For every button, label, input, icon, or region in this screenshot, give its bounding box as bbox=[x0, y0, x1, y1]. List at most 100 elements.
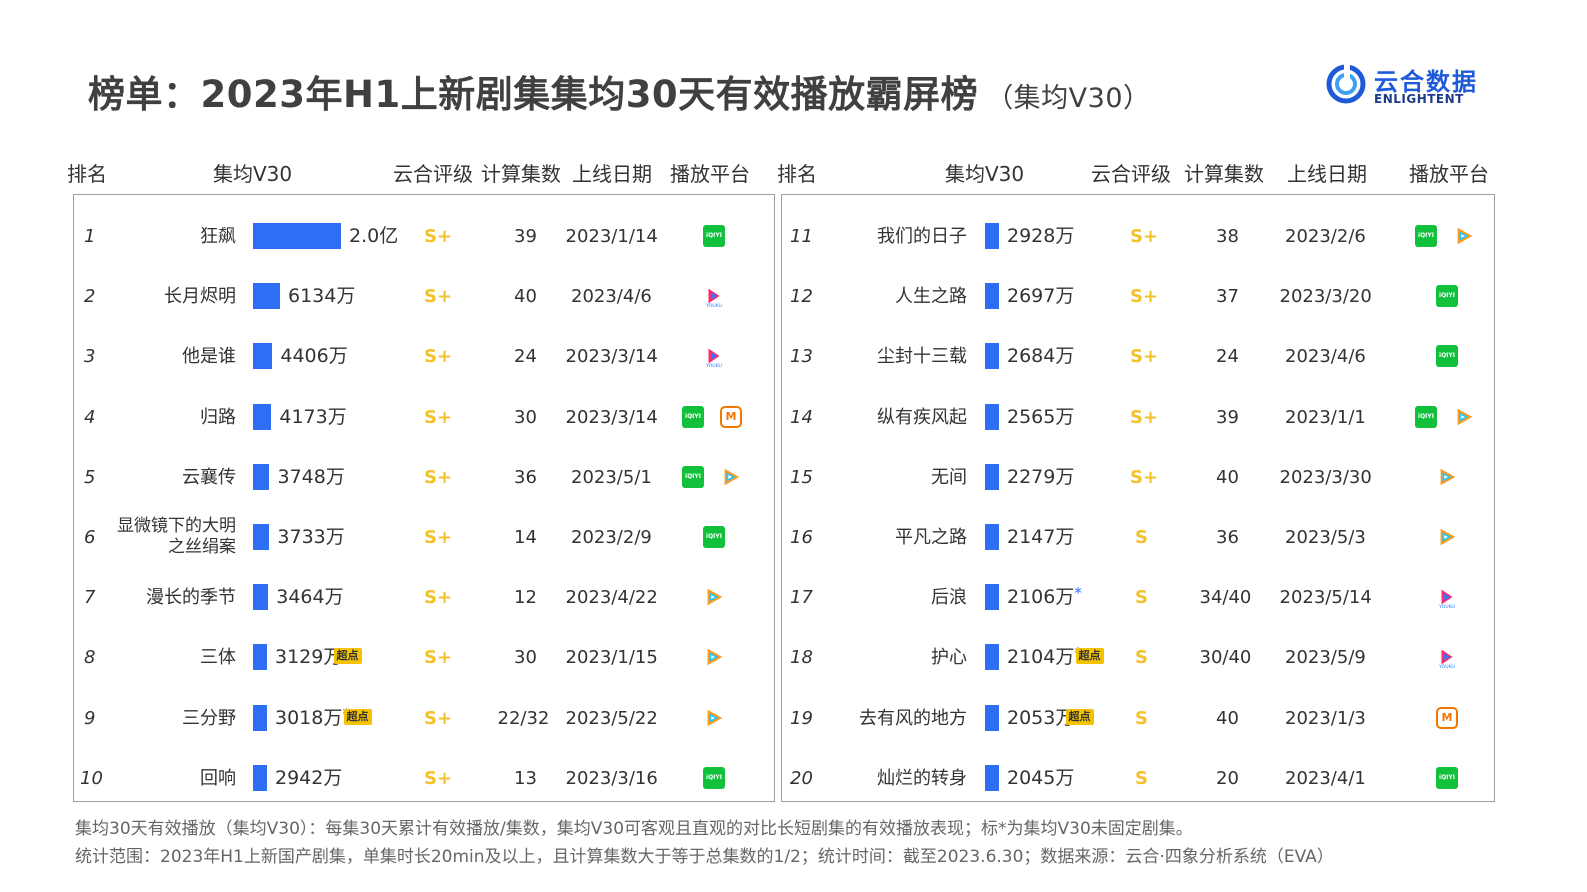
release-date: 2023/4/6 bbox=[571, 286, 652, 308]
rating-grade: S+ bbox=[424, 406, 453, 428]
show-title: 平凡之路 bbox=[895, 527, 967, 548]
v30-value: 2053万 bbox=[1007, 706, 1075, 729]
show-title: 他是谁 bbox=[182, 346, 236, 368]
svg-text:YOUKU: YOUKU bbox=[705, 303, 722, 307]
episode-count: 20 bbox=[1216, 767, 1239, 789]
brand-logo: 云合数据 ENLIGHTENT bbox=[1326, 62, 1486, 112]
v30-value: 2942万 bbox=[275, 766, 343, 789]
rank-number: 3 bbox=[84, 346, 96, 368]
rating-grade: S+ bbox=[424, 466, 453, 488]
rating-grade: S bbox=[1135, 767, 1148, 789]
v30-value: 3129万 bbox=[275, 646, 343, 669]
episode-count: 30/40 bbox=[1199, 647, 1252, 669]
rank-number: 17 bbox=[790, 587, 813, 609]
v30-bar bbox=[253, 223, 341, 249]
rank-number: 20 bbox=[790, 767, 813, 789]
v30-value: 2684万 bbox=[1007, 345, 1075, 368]
rating-grade: S+ bbox=[1130, 286, 1159, 308]
rating-grade: S+ bbox=[1130, 226, 1159, 247]
show-title: 狂飙 bbox=[200, 226, 236, 247]
svg-text:YOUKU: YOUKU bbox=[1438, 604, 1455, 608]
super-view-badge: 超点 bbox=[333, 648, 362, 665]
iqiyi-icon: iQIYI bbox=[682, 465, 704, 488]
show-title: 护心 bbox=[931, 647, 967, 669]
episode-count: 39 bbox=[1216, 406, 1239, 428]
rating-grade: S+ bbox=[424, 587, 453, 609]
tencent-video-icon bbox=[1440, 528, 1456, 546]
iqiyi-icon: iQIYI bbox=[1436, 345, 1458, 368]
iqiyi-icon: iQIYI bbox=[1415, 225, 1437, 247]
v30-bar bbox=[985, 463, 999, 490]
show-title: 三分野 bbox=[182, 707, 236, 729]
rating-grade: S+ bbox=[424, 707, 453, 729]
header-v30: 集均V30 bbox=[213, 162, 293, 186]
release-date: 2023/2/9 bbox=[571, 527, 652, 548]
page-subtitle: （集均V30） bbox=[986, 83, 1151, 114]
rank-number: 6 bbox=[84, 527, 96, 548]
rating-grade: S+ bbox=[424, 346, 453, 368]
tencent-video-icon bbox=[1440, 468, 1456, 486]
unfixed-star-mark: * bbox=[1074, 584, 1082, 603]
rating-grade: S+ bbox=[1130, 346, 1159, 368]
episode-count: 36 bbox=[1216, 527, 1239, 548]
v30-bar bbox=[253, 403, 272, 430]
rank-number: 5 bbox=[84, 466, 96, 488]
iqiyi-icon: iQIYI bbox=[1436, 766, 1458, 789]
release-date: 2023/3/20 bbox=[1279, 286, 1372, 308]
show-title: 显微镜下的大明之丝绢案 bbox=[117, 516, 236, 557]
tencent-video-icon bbox=[1457, 408, 1473, 425]
episode-count: 34/40 bbox=[1199, 587, 1252, 609]
v30-bar bbox=[985, 283, 999, 310]
header-platform: 播放平台 bbox=[1409, 162, 1489, 186]
header-rank: 排名 bbox=[777, 162, 817, 186]
release-date: 2023/4/22 bbox=[565, 587, 658, 609]
logo-ring-icon bbox=[1326, 64, 1366, 104]
v30-bar bbox=[985, 584, 999, 611]
iqiyi-icon: iQIYI bbox=[703, 766, 725, 789]
rating-grade: S+ bbox=[1130, 466, 1159, 488]
show-title: 去有风的地方 bbox=[859, 707, 967, 729]
header-rank: 排名 bbox=[67, 162, 107, 186]
page-title: 榜单：2023年H1上新剧集集均30天有效播放霸屏榜 （集均V30） bbox=[88, 73, 1151, 116]
v30-value: 3748万 bbox=[277, 465, 345, 488]
episode-count: 36 bbox=[514, 466, 537, 488]
tencent-video-icon bbox=[707, 588, 723, 606]
v30-bar bbox=[253, 764, 267, 791]
rating-grade: S+ bbox=[424, 767, 453, 789]
ranking-panel-right bbox=[781, 194, 1495, 802]
v30-bar bbox=[253, 343, 273, 370]
v30-value: 3018万* bbox=[275, 705, 350, 729]
v30-bar bbox=[985, 343, 999, 370]
rank-number: 13 bbox=[790, 346, 813, 368]
episode-count: 40 bbox=[514, 286, 537, 308]
rank-number: 15 bbox=[790, 466, 813, 488]
v30-bar bbox=[985, 403, 999, 430]
rating-grade: S bbox=[1135, 527, 1148, 548]
show-title: 漫长的季节 bbox=[146, 587, 236, 609]
v30-value: 2045万 bbox=[1007, 766, 1075, 789]
release-date: 2023/5/22 bbox=[565, 707, 658, 729]
youku-icon: YOUKU bbox=[1438, 650, 1455, 668]
v30-value: 3464万 bbox=[276, 586, 344, 609]
super-view-badge: 超点 bbox=[1065, 708, 1094, 725]
release-date: 2023/1/14 bbox=[565, 226, 658, 247]
v30-value: 6134万 bbox=[287, 285, 356, 308]
v30-value: 2147万 bbox=[1007, 526, 1075, 548]
release-date: 2023/3/30 bbox=[1279, 466, 1372, 488]
episode-count: 14 bbox=[514, 527, 537, 548]
release-date: 2023/5/14 bbox=[1279, 587, 1372, 609]
header-v30: 集均V30 bbox=[945, 162, 1025, 186]
rank-number: 19 bbox=[790, 707, 813, 729]
v30-bar bbox=[253, 283, 280, 310]
tencent-video-icon bbox=[1457, 227, 1473, 245]
v30-value: 2106万* bbox=[1007, 584, 1082, 609]
release-date: 2023/1/3 bbox=[1285, 707, 1366, 729]
episode-count: 24 bbox=[1216, 346, 1239, 368]
header-grade: 云合评级 bbox=[393, 162, 473, 186]
release-date: 2023/2/6 bbox=[1285, 226, 1366, 247]
ranking-panel-left bbox=[73, 194, 775, 802]
episode-count: 30 bbox=[514, 406, 537, 428]
show-title: 尘封十三载 bbox=[877, 346, 967, 368]
episode-count: 38 bbox=[1216, 226, 1239, 247]
rating-grade: S+ bbox=[424, 226, 453, 247]
